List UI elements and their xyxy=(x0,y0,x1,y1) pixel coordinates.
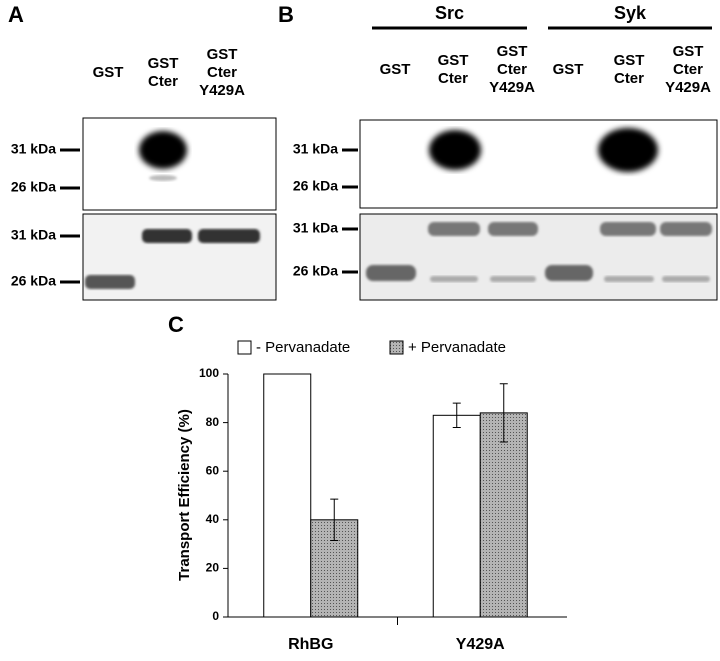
error-bar xyxy=(330,498,339,541)
size-marker: 31 kDa xyxy=(11,227,56,243)
lane-label: GST xyxy=(93,64,124,81)
band xyxy=(604,276,654,282)
band xyxy=(85,275,135,289)
lane-label: GST xyxy=(438,52,469,69)
legend-label: + Pervanadate xyxy=(408,339,506,356)
lane-label: GST xyxy=(553,61,584,78)
size-marker: 31 kDa xyxy=(293,141,338,157)
band xyxy=(429,130,481,170)
band xyxy=(149,175,177,181)
lane-label: Y429A xyxy=(489,79,535,96)
legend-swatch xyxy=(237,340,252,355)
band xyxy=(490,276,536,282)
lane-label: GST xyxy=(614,52,645,69)
band xyxy=(662,276,710,282)
legend-label: - Pervanadate xyxy=(256,339,350,356)
y-tick-label: 20 xyxy=(206,561,220,575)
lane-label: Cter xyxy=(148,73,178,90)
lane-label: Cter xyxy=(614,70,644,87)
band xyxy=(430,276,478,282)
lane-label: Cter xyxy=(207,64,237,81)
size-marker: 31 kDa xyxy=(11,141,56,157)
band xyxy=(488,222,538,236)
band xyxy=(198,229,260,243)
band xyxy=(545,265,593,281)
group-label: Src xyxy=(435,3,464,23)
lane-label: Y429A xyxy=(199,82,245,99)
x-tick-label: RhBG xyxy=(288,636,333,653)
blot xyxy=(82,117,277,211)
size-marker: 31 kDa xyxy=(293,220,338,236)
band xyxy=(142,229,192,243)
size-marker: 26 kDa xyxy=(293,178,338,194)
bar xyxy=(263,373,312,618)
y-tick-label: 60 xyxy=(206,463,220,477)
lane-label: GST xyxy=(380,61,411,78)
lane-label: GST xyxy=(207,46,238,63)
lane-label: Cter xyxy=(438,70,468,87)
lane-label: GST xyxy=(148,55,179,72)
panel-label: A xyxy=(8,2,24,27)
blot xyxy=(359,213,718,301)
lane-label: GST xyxy=(497,43,528,60)
error-bar xyxy=(452,402,461,428)
lane-label: GST xyxy=(673,43,704,60)
y-tick-label: 0 xyxy=(212,609,219,623)
y-axis-title: Transport Efficiency (%) xyxy=(176,409,193,581)
band xyxy=(598,128,658,172)
size-marker: 26 kDa xyxy=(11,179,56,195)
size-marker: 26 kDa xyxy=(11,273,56,289)
y-tick-label: 80 xyxy=(206,415,220,429)
lane-label: Cter xyxy=(673,61,703,78)
band xyxy=(660,222,712,236)
lane-label: Cter xyxy=(497,61,527,78)
y-tick-label: 40 xyxy=(206,512,220,526)
legend-swatch xyxy=(389,340,404,355)
panel-label: C xyxy=(168,312,184,337)
band xyxy=(366,265,416,281)
panel-label: B xyxy=(278,2,294,27)
bar xyxy=(479,412,528,618)
y-tick-label: 100 xyxy=(199,366,219,380)
size-marker: 26 kDa xyxy=(293,263,338,279)
lane-label: Y429A xyxy=(665,79,711,96)
bar xyxy=(432,414,481,618)
x-tick-label: Y429A xyxy=(456,636,505,653)
error-bar xyxy=(499,383,508,443)
band xyxy=(139,131,187,169)
group-label: Syk xyxy=(614,3,647,23)
blot xyxy=(359,119,718,209)
band xyxy=(428,222,480,236)
band xyxy=(600,222,656,236)
